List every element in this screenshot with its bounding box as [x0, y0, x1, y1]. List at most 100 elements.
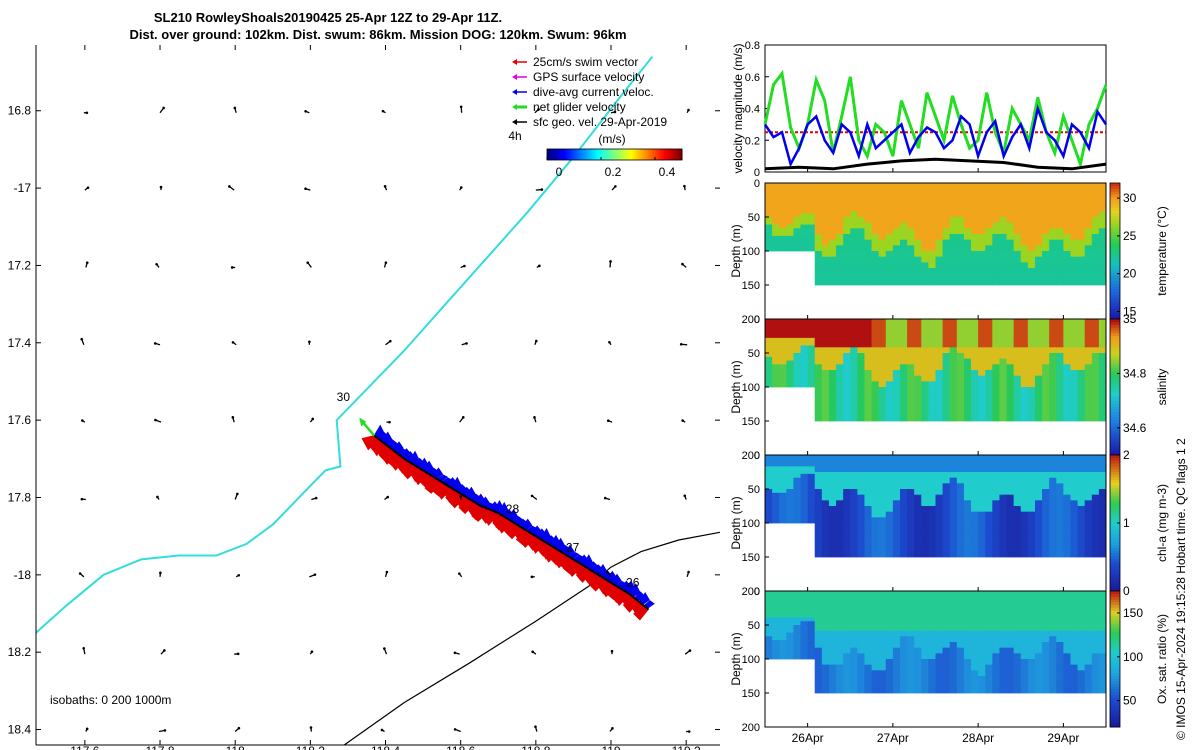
section-cell [850, 251, 858, 258]
section-cell [1013, 222, 1022, 229]
section-cell [814, 200, 823, 207]
section-cell [871, 358, 880, 365]
section-cell [907, 613, 915, 620]
section-cell [807, 647, 816, 652]
section-cell [1013, 364, 1022, 371]
section-cell [1013, 545, 1022, 552]
section-cell [1084, 676, 1093, 683]
section-cell [1042, 279, 1050, 286]
section-cell [1077, 222, 1086, 229]
section-cell [1084, 551, 1093, 558]
section-cell [1091, 370, 1100, 377]
section-cell [935, 630, 944, 637]
section-cell [942, 659, 951, 666]
section-cell [914, 404, 922, 411]
section-cell [907, 273, 915, 280]
section-cell [843, 664, 851, 671]
section-cell [978, 392, 986, 399]
section-colorbar-segment [1110, 566, 1120, 570]
section-cell [1063, 211, 1071, 218]
section-cell [899, 545, 908, 552]
section-colorbar-segment [1110, 561, 1120, 565]
section-cell [892, 188, 901, 195]
section-cell [1098, 273, 1107, 280]
section-cell [857, 228, 865, 235]
section-cell [921, 489, 929, 496]
section-cell [1084, 545, 1093, 552]
section-cell [985, 681, 993, 688]
section-cell [800, 353, 809, 358]
section-cell [772, 609, 780, 615]
legend-arrowhead [512, 89, 517, 95]
section-cell [1013, 398, 1022, 405]
section-cell [1098, 279, 1107, 286]
section-cell [850, 392, 858, 399]
section-cell [807, 473, 816, 479]
section-cell [999, 455, 1007, 462]
section-colorbar-segment [1110, 425, 1120, 429]
section-cell [935, 211, 944, 218]
section-cell [892, 608, 901, 615]
section-cell [1098, 336, 1107, 343]
section-cell [1084, 183, 1093, 190]
section-cell [971, 642, 979, 649]
section-cell [942, 681, 951, 688]
section-cell [899, 608, 908, 615]
sfc-geo-velocity-arrowhead [81, 419, 84, 422]
section-cell [892, 256, 901, 263]
section-cell [857, 511, 865, 518]
map-x-tick-label: 118.6 [446, 744, 475, 750]
section-cell [992, 404, 1000, 411]
section-cell [1013, 336, 1022, 343]
section-cell [814, 336, 823, 343]
section-cell [836, 370, 844, 377]
section-cell [1027, 262, 1036, 269]
section-cell [793, 655, 801, 660]
section-cell [821, 251, 830, 258]
section-cell [921, 506, 929, 513]
section-cell [800, 364, 809, 369]
section-cell [992, 591, 1000, 598]
section-cell [814, 642, 823, 649]
section-cell [892, 642, 901, 649]
section-cell [800, 243, 809, 248]
section-cell [807, 205, 816, 210]
section-cell [772, 190, 780, 195]
section-cell [985, 483, 993, 490]
section-cell [1077, 375, 1086, 382]
section-cell [828, 228, 837, 235]
section-cell [878, 398, 887, 405]
section-cell [949, 642, 958, 649]
section-cell [921, 608, 929, 615]
section-cell [878, 256, 887, 263]
section-colorbar-segment [1110, 354, 1120, 358]
section-cell [864, 681, 872, 688]
section-cell [828, 387, 837, 394]
section-cell [871, 387, 880, 394]
section-cell [942, 517, 951, 524]
section-cell [935, 489, 944, 496]
section-cell [871, 636, 880, 643]
section-cell [1063, 188, 1071, 195]
section-cell [772, 239, 780, 244]
section-cell [949, 483, 958, 490]
section-cell [1042, 347, 1050, 354]
section-cell [899, 228, 908, 235]
section-cell [907, 353, 915, 360]
section-cell [878, 506, 887, 513]
section-cell [992, 392, 1000, 399]
section-cell [864, 183, 872, 190]
section-cell [1056, 523, 1064, 530]
section-cell [807, 186, 816, 191]
section-cell [999, 670, 1007, 677]
section-colorbar-segment [1110, 248, 1120, 252]
section-cell [942, 636, 951, 643]
section-cell [899, 415, 908, 422]
section-cell [1070, 200, 1078, 207]
section-cell [921, 625, 929, 632]
section-cell [1077, 194, 1086, 201]
section-cell [821, 330, 830, 337]
section-cell [779, 239, 787, 244]
section-cell [942, 347, 951, 354]
section-cell [828, 188, 837, 195]
